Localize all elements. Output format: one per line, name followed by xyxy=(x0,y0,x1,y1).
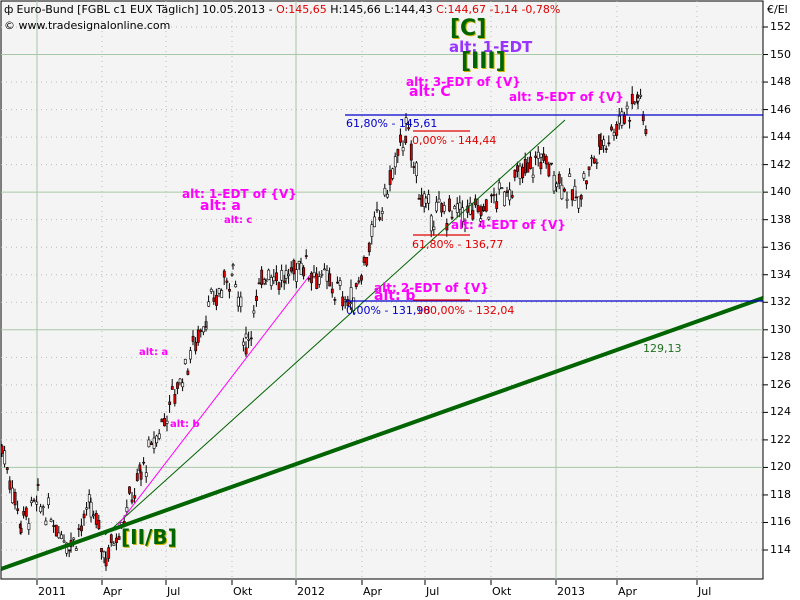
x-axis-label: Jul xyxy=(167,585,181,598)
annotation-alt-b-large: alt: b xyxy=(374,288,416,304)
y-axis-label: 136 xyxy=(770,240,791,254)
fib-label-0-blue: 0,00% - 131,98 xyxy=(346,304,431,317)
x-axis-label: Apr xyxy=(618,585,638,598)
y-axis-label: 144 xyxy=(770,130,791,144)
x-axis-label: Jul xyxy=(426,585,440,598)
y-axis-label: 132 xyxy=(770,295,791,309)
chart-header: ф Euro-Bund [FGBL c1 EUX Täglich] 10.05.… xyxy=(4,3,560,16)
copyright: © www.tradesignalonline.com xyxy=(4,19,171,32)
x-axis-label: Apr xyxy=(363,585,383,598)
x-axis-ticks xyxy=(36,580,698,585)
fib-label-61-top: 61,80% - 145,61 xyxy=(346,117,438,130)
annotation-alt-3edt: alt: 3-EDT of {V} xyxy=(406,75,521,89)
annotation-alt-c-small: alt: c xyxy=(224,215,253,226)
fib-label-100-red: 100,00% - 132,04 xyxy=(416,304,515,317)
fib-label-61-red: 61,80% - 136,77 xyxy=(412,238,504,251)
y-axis-label: 148 xyxy=(770,75,791,89)
annotation-alt-C: alt: C xyxy=(409,84,451,100)
open-value: O:145,65 xyxy=(276,3,327,16)
y-axis-label: 130 xyxy=(770,322,791,336)
y-axis-label: 146 xyxy=(770,102,791,116)
y-axis-label: 134 xyxy=(770,267,791,281)
high-value: H:145,66 xyxy=(330,3,381,16)
y-axis-label: 124 xyxy=(770,405,791,419)
y-axis-label: 114 xyxy=(770,543,791,556)
annotation-alt-1edt-v: alt: 1-EDT of {V} xyxy=(182,187,297,201)
y-axis-label: 118 xyxy=(770,487,791,501)
annotation-alt-1edt: alt: 1-EDT xyxy=(449,38,533,56)
wave-label-ii-b: [II/B] xyxy=(121,525,177,549)
y-axis-label: 150 xyxy=(770,47,791,61)
y-axis-label: 152 xyxy=(770,20,791,33)
y-axis-label: 116 xyxy=(770,515,791,529)
fib-label-0-red: 0,00% - 144,44 xyxy=(412,134,497,147)
close-value: C:144,67 xyxy=(436,3,486,16)
y-axis-label: 128 xyxy=(770,350,791,364)
x-axis-label: 2013 xyxy=(557,585,585,598)
major-trendline xyxy=(0,296,764,571)
y-axis-label: 120 xyxy=(770,460,791,474)
trendline-value-label: 129,13 xyxy=(643,342,682,355)
annotation-alt-2edt: alt: 2-EDT of {V} xyxy=(374,281,489,295)
x-axis-label: Apr xyxy=(103,585,123,598)
annotation-alt-a-large: alt: a xyxy=(200,198,241,214)
y-axis-label: 122 xyxy=(770,432,791,446)
change-value: -1,14 xyxy=(489,3,518,16)
magenta-channel-line xyxy=(117,274,311,526)
header-date: 10.05.2013 xyxy=(202,3,266,16)
annotation-alt-a-small: alt: a xyxy=(139,347,169,358)
y-axis-unit: €/El xyxy=(767,3,788,16)
annotation-alt-4edt: alt: 4-EDT of {V} xyxy=(451,218,566,232)
wave-label-c: [C] xyxy=(450,16,487,41)
annotation-alt-b-small: alt: b xyxy=(170,419,200,430)
header-separator: - xyxy=(268,3,273,16)
instrument-name: Euro-Bund [FGBL c1 EUX Täglich] xyxy=(16,3,199,16)
y-axis-label: 142 xyxy=(770,157,791,171)
candlestick-icon: ф xyxy=(4,3,14,16)
minor-trendline xyxy=(104,119,566,536)
annotation-alt-5edt: alt: 5-EDT of {V} xyxy=(509,90,624,104)
y-axis-label: 126 xyxy=(770,377,791,391)
x-axis-label: 2011 xyxy=(38,585,66,598)
y-axis-ticks xyxy=(763,26,768,551)
plot-area xyxy=(0,0,764,580)
x-axis-label: Jul xyxy=(698,585,712,598)
x-axis-label: Okt xyxy=(492,585,512,598)
change-pct-value: -0,78% xyxy=(521,3,561,16)
y-axis-label: 138 xyxy=(770,212,791,226)
y-axis-label: 140 xyxy=(770,185,791,199)
x-axis-label: 2012 xyxy=(297,585,325,598)
wave-label-iii: [III] xyxy=(461,49,506,74)
grid-lines xyxy=(1,1,763,579)
x-axis-label: Okt xyxy=(233,585,253,598)
low-value: L:144,43 xyxy=(384,3,433,16)
